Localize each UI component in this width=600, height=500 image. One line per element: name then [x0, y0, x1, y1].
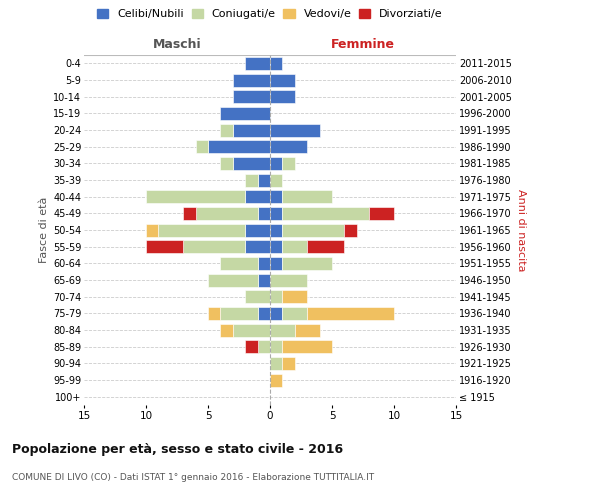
Bar — [233, 324, 270, 336]
Bar — [183, 240, 245, 253]
Bar — [158, 224, 245, 236]
Legend: Celibi/Nubili, Coniugati/e, Vedovi/e, Divorziati/e: Celibi/Nubili, Coniugati/e, Vedovi/e, Di… — [95, 6, 445, 21]
Bar — [208, 307, 220, 320]
Bar — [270, 207, 283, 220]
Bar — [283, 290, 307, 303]
Bar — [220, 124, 233, 136]
Bar — [208, 274, 257, 286]
Bar — [283, 257, 332, 270]
Bar — [245, 340, 257, 353]
Bar — [270, 174, 283, 186]
Bar — [245, 190, 270, 203]
Bar — [220, 257, 257, 270]
Bar — [283, 207, 369, 220]
Bar — [196, 140, 208, 153]
Bar — [220, 307, 257, 320]
Bar — [146, 224, 158, 236]
Bar — [283, 224, 344, 236]
Text: Popolazione per età, sesso e stato civile - 2016: Popolazione per età, sesso e stato civil… — [12, 442, 343, 456]
Bar — [183, 207, 196, 220]
Bar — [270, 190, 283, 203]
Bar — [270, 124, 320, 136]
Bar — [233, 74, 270, 86]
Bar — [270, 274, 307, 286]
Bar — [270, 357, 283, 370]
Bar — [307, 240, 344, 253]
Bar — [295, 324, 320, 336]
Bar — [283, 240, 307, 253]
Bar — [220, 157, 233, 170]
Bar — [257, 207, 270, 220]
Bar — [270, 374, 283, 386]
Bar — [369, 207, 394, 220]
Bar — [245, 290, 270, 303]
Y-axis label: Anni di nascita: Anni di nascita — [515, 188, 526, 271]
Bar — [233, 124, 270, 136]
Y-axis label: Fasce di età: Fasce di età — [38, 197, 49, 263]
Bar — [245, 57, 270, 70]
Bar — [146, 240, 183, 253]
Bar — [257, 340, 270, 353]
Bar — [270, 240, 283, 253]
Text: Femmine: Femmine — [331, 38, 395, 51]
Bar — [283, 157, 295, 170]
Bar — [344, 224, 357, 236]
Bar — [270, 257, 283, 270]
Bar — [257, 274, 270, 286]
Bar — [270, 324, 295, 336]
Bar — [283, 357, 295, 370]
Bar — [257, 257, 270, 270]
Bar — [270, 74, 295, 86]
Bar — [283, 307, 307, 320]
Bar — [270, 140, 307, 153]
Bar — [245, 240, 270, 253]
Bar — [270, 224, 283, 236]
Bar — [220, 324, 233, 336]
Bar — [233, 90, 270, 103]
Bar — [307, 307, 394, 320]
Bar — [270, 290, 283, 303]
Bar — [270, 340, 283, 353]
Bar — [220, 107, 270, 120]
Bar — [270, 57, 283, 70]
Bar — [283, 340, 332, 353]
Bar — [270, 157, 283, 170]
Bar — [208, 140, 270, 153]
Bar — [245, 224, 270, 236]
Text: COMUNE DI LIVO (CO) - Dati ISTAT 1° gennaio 2016 - Elaborazione TUTTITALIA.IT: COMUNE DI LIVO (CO) - Dati ISTAT 1° genn… — [12, 472, 374, 482]
Bar — [146, 190, 245, 203]
Bar — [196, 207, 257, 220]
Bar — [257, 307, 270, 320]
Text: Maschi: Maschi — [152, 38, 202, 51]
Bar — [270, 307, 283, 320]
Bar — [233, 157, 270, 170]
Bar — [245, 174, 257, 186]
Bar — [283, 190, 332, 203]
Bar — [270, 90, 295, 103]
Bar — [257, 174, 270, 186]
